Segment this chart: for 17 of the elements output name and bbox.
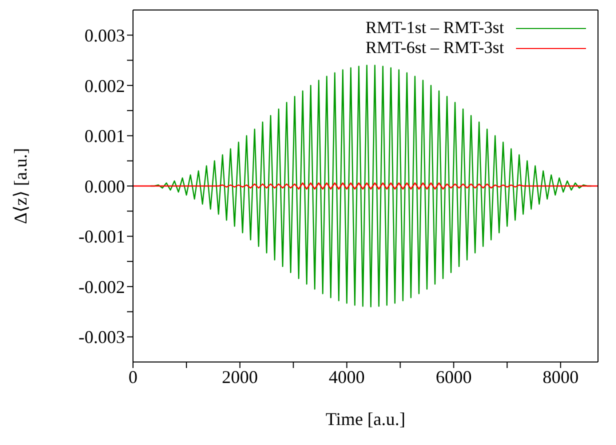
x-tick-label: 4000 bbox=[328, 366, 365, 387]
x-tick-label: 8000 bbox=[542, 366, 579, 387]
y-tick-label: -0.003 bbox=[78, 327, 125, 348]
y-tick-label: 0.000 bbox=[84, 176, 125, 196]
legend-label: RMT-6st – RMT-3st bbox=[365, 38, 504, 58]
legend-label: RMT-1st – RMT-3st bbox=[365, 18, 504, 38]
y-tick-label: -0.002 bbox=[78, 276, 125, 297]
x-tick-label: 6000 bbox=[436, 366, 472, 387]
y-axis-title: Δ⟨z⟩ [a.u.] bbox=[10, 148, 30, 224]
y-tick-label: 0.003 bbox=[84, 26, 125, 46]
y-tick-label: 0.001 bbox=[84, 126, 125, 146]
x-tick-label: 2000 bbox=[222, 366, 258, 387]
x-tick-label: 0 bbox=[128, 366, 138, 387]
x-axis-title: Time [a.u.] bbox=[326, 409, 406, 429]
line-series bbox=[133, 182, 598, 190]
y-tick-label: -0.001 bbox=[78, 226, 125, 247]
y-tick-label: 0.002 bbox=[84, 76, 125, 96]
